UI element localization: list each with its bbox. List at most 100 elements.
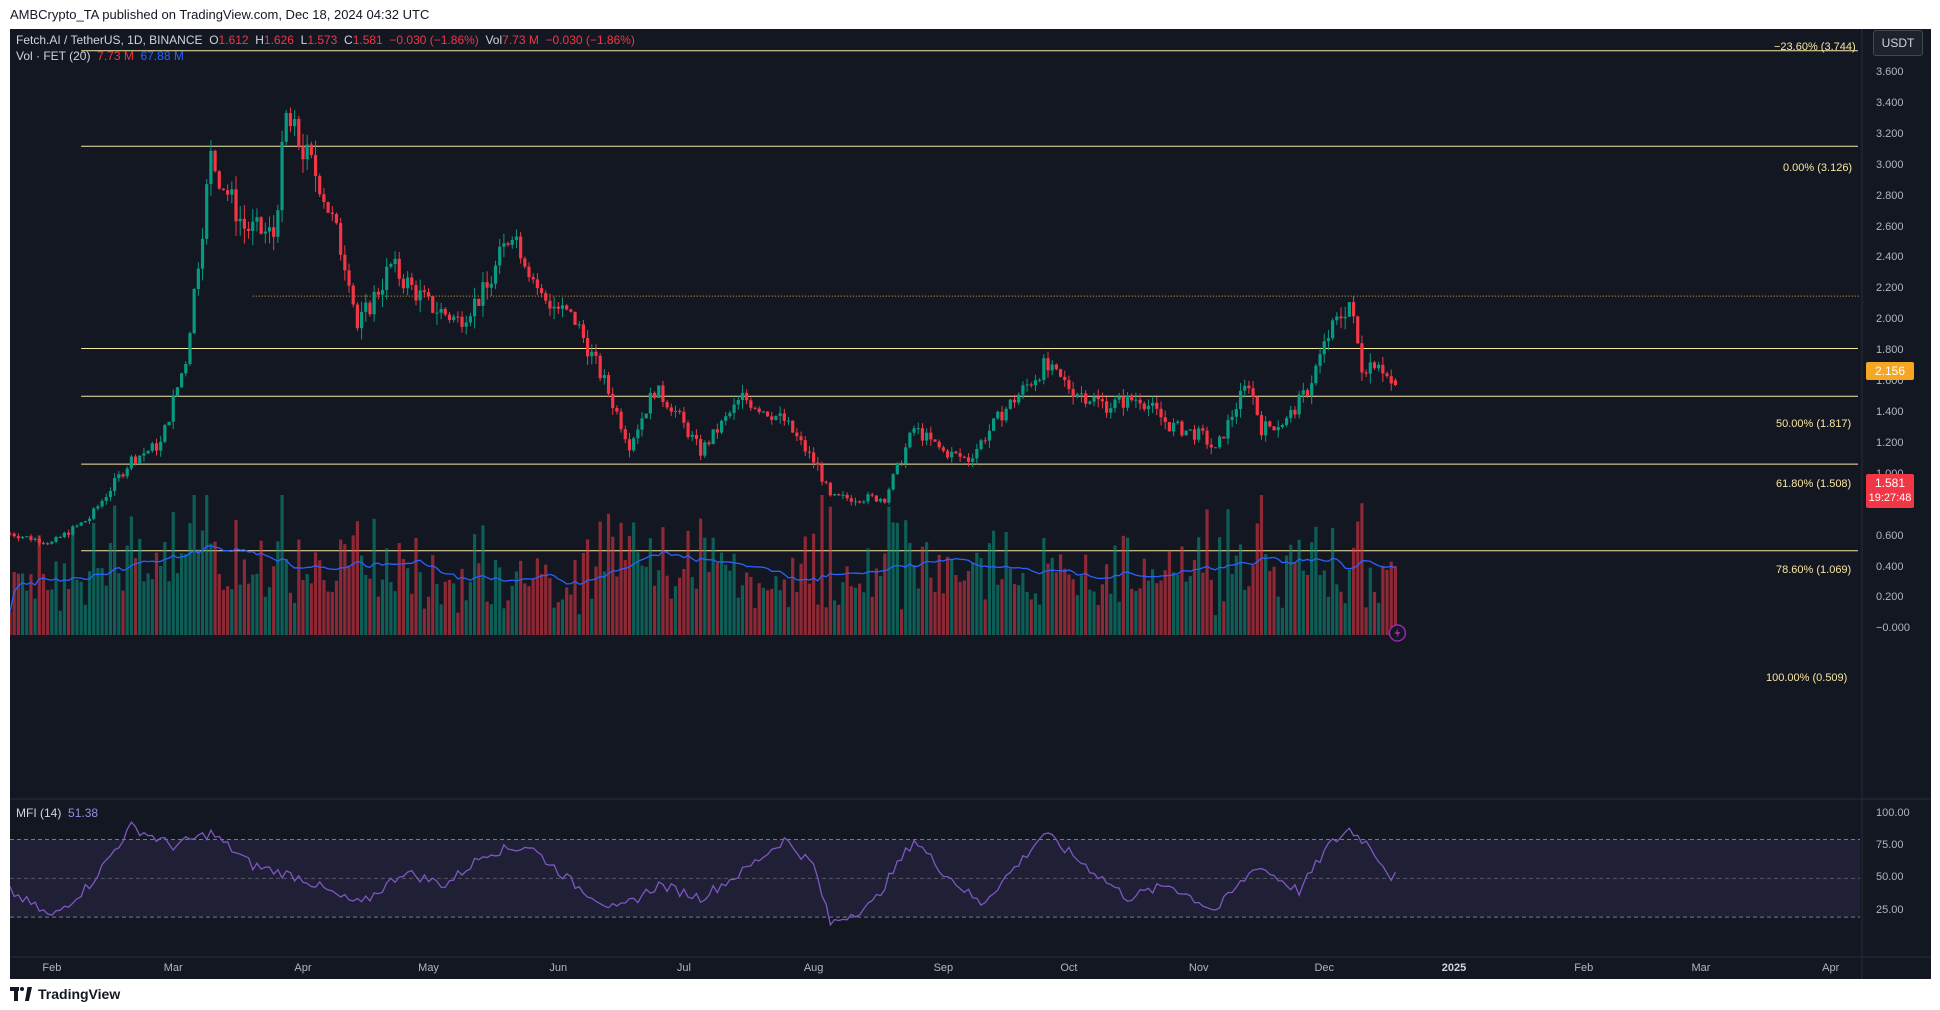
- volume-bar: [58, 610, 62, 635]
- candle-body: [1251, 388, 1255, 397]
- mfi-axis-tick: 100.00: [1876, 806, 1910, 819]
- volume-bar: [1029, 599, 1033, 635]
- candle-body: [267, 227, 272, 232]
- currency-button[interactable]: USDT: [1873, 30, 1923, 56]
- volume-bar: [1046, 563, 1050, 635]
- candle-body: [552, 306, 556, 309]
- candle-body: [276, 210, 280, 237]
- candle-body: [485, 282, 489, 288]
- candles: [10, 107, 1398, 547]
- volume-bar: [569, 594, 573, 635]
- fib-label-786: 78.60% (1.069): [1776, 564, 1852, 576]
- volume-bar: [322, 580, 326, 635]
- volume-bar: [556, 602, 560, 635]
- volume-bar: [950, 558, 954, 635]
- volume-bar: [272, 566, 276, 635]
- volume-bar: [443, 581, 447, 635]
- close-value: 1.581: [352, 33, 383, 47]
- volume-bar: [1297, 539, 1301, 635]
- volume-bar: [510, 586, 514, 635]
- volume-bar: [652, 585, 657, 635]
- candle-body: [406, 277, 410, 289]
- volume-bar: [703, 537, 707, 635]
- ohlc-values: O1.612 H1.626 L1.573 C1.581 −0.030 (−1.8…: [206, 33, 635, 47]
- candle-body: [661, 385, 665, 402]
- price-axis-tick: 2.400: [1876, 251, 1904, 264]
- fib-label-50: 50.00% (1.817): [1776, 418, 1852, 430]
- volume-bar: [719, 552, 724, 635]
- volume-bar: [669, 598, 673, 635]
- candle-body: [1163, 417, 1167, 422]
- volume-bar: [1088, 589, 1092, 635]
- volume-bar: [347, 565, 351, 635]
- time-axis-tick: Nov: [1188, 962, 1209, 974]
- volume-bar: [1351, 547, 1356, 635]
- volume-bar: [46, 589, 50, 635]
- volume-bar: [138, 538, 142, 635]
- candle-body: [293, 118, 297, 127]
- volume-bar: [711, 537, 715, 635]
- candle-body: [343, 254, 347, 271]
- volume-bar: [632, 522, 636, 635]
- volume-bar: [221, 589, 226, 635]
- volume-bar: [37, 535, 41, 635]
- volume-bar: [690, 577, 694, 635]
- price-axis-tick: 0.200: [1876, 591, 1904, 604]
- volume-bar: [644, 566, 648, 635]
- volume-bar: [1389, 561, 1393, 635]
- volume-bar: [385, 548, 389, 635]
- candle-body: [1209, 444, 1213, 448]
- candle-body: [1268, 421, 1272, 427]
- volume-study-legend: Vol · FET (20) 7.73 M 67.88 M: [16, 49, 184, 63]
- candle-body: [326, 202, 330, 213]
- candle-body: [196, 268, 200, 290]
- candle-body: [1243, 385, 1247, 391]
- volume-bar: [1264, 554, 1268, 635]
- candle-body: [25, 536, 29, 538]
- volume-bar: [452, 583, 456, 635]
- candle-body: [87, 518, 92, 522]
- price-chart-svg[interactable]: [10, 29, 1931, 979]
- candle-body: [297, 118, 301, 147]
- volume-bar: [908, 542, 912, 635]
- volume-bar: [770, 588, 774, 635]
- candle-body: [452, 316, 456, 321]
- candle-body: [1071, 389, 1075, 397]
- candle-body: [1393, 380, 1398, 386]
- mfi-axis-tick: 25.00: [1876, 903, 1904, 916]
- candle-body: [619, 411, 623, 430]
- volume-bar: [267, 587, 272, 635]
- candle-body: [213, 150, 217, 172]
- chart-area[interactable]: Fetch.AI / TetherUS, 1D, BINANCE O1.612 …: [10, 29, 1931, 979]
- candle-body: [1038, 379, 1042, 381]
- candle-body: [1389, 376, 1393, 384]
- volume-bar: [456, 612, 460, 635]
- footer-bar: TradingView: [0, 979, 1940, 1010]
- volume-bar: [464, 600, 468, 635]
- volume-bar: [1347, 570, 1351, 635]
- volume-bar: [326, 591, 330, 635]
- volume-bar: [853, 587, 858, 635]
- volume-bar: [1280, 607, 1284, 635]
- candle-body: [347, 270, 351, 286]
- tradingview-logo[interactable]: TradingView: [10, 986, 120, 1002]
- candle-body: [1247, 385, 1251, 389]
- candle-body: [895, 462, 899, 475]
- candle-body: [590, 351, 594, 357]
- candle-body: [1314, 365, 1318, 384]
- candle-body: [1188, 429, 1192, 431]
- volume-bar: [929, 577, 933, 635]
- time-axis-tick: Dec: [1314, 962, 1335, 974]
- candle-body: [50, 541, 54, 544]
- time-axis-tick: Jul: [676, 962, 691, 974]
- volume-bar: [1155, 583, 1159, 635]
- candle-body: [1105, 401, 1109, 413]
- volume-bar: [1092, 591, 1096, 635]
- candle-body: [1213, 447, 1218, 449]
- volume-bar: [330, 591, 334, 635]
- candle-body: [1331, 320, 1335, 339]
- candle-body: [954, 451, 958, 454]
- candle-body: [606, 375, 611, 394]
- volume-bar: [1318, 574, 1322, 635]
- candle-body: [426, 292, 431, 296]
